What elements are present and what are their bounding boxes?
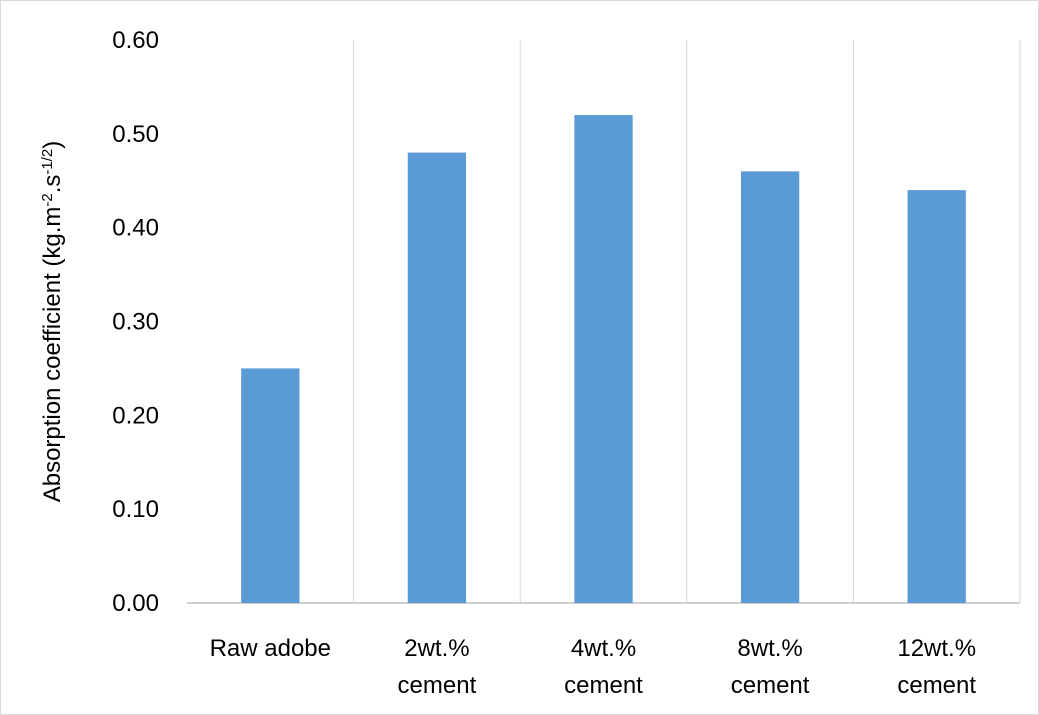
x-tick-label: 4wt.% (571, 635, 636, 662)
x-tick-label: cement (398, 672, 477, 699)
bar (241, 368, 300, 603)
y-tick-label: 0.00 (112, 590, 159, 617)
y-tick-label: 0.20 (112, 402, 159, 429)
y-axis-label: Absorption coefficient (kg.m-2.s-1/2) (39, 141, 67, 503)
x-tick-label: Raw adobe (210, 635, 331, 662)
y-axis-label-part: ) (39, 141, 66, 149)
bar (574, 115, 633, 604)
y-tick-label: 0.40 (112, 215, 159, 242)
y-axis-label-part: .s (39, 175, 66, 194)
y-tick-label: 0.30 (112, 309, 159, 336)
x-tick-label: cement (731, 672, 810, 699)
y-axis-label-part: -2 (39, 193, 56, 206)
x-tick-label: 8wt.% (737, 635, 802, 662)
bar (407, 152, 467, 603)
x-tick-label: cement (564, 672, 643, 699)
x-tick-label: 2wt.% (404, 635, 469, 662)
bar (740, 171, 800, 603)
x-tick-label: cement (897, 672, 976, 699)
y-tick-label: 0.50 (112, 121, 159, 148)
y-tick-label: 0.60 (112, 27, 159, 54)
y-tick-label: 0.10 (112, 496, 159, 523)
y-axis-label-part: -1/2 (39, 149, 56, 175)
bar (907, 190, 966, 603)
x-tick-label: 12wt.% (897, 635, 976, 662)
y-axis-label-part: Absorption coefficient (kg.m (39, 207, 66, 503)
